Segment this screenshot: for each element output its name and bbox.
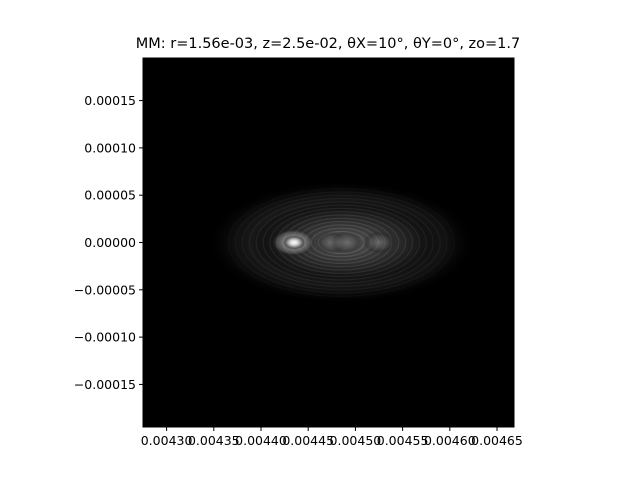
- x-tick-label: 0.00465: [471, 433, 523, 448]
- chart-title: MM: r=1.56e-03, z=2.5e-02, θX=10°, θY=0°…: [136, 36, 521, 52]
- peak-spot: [283, 235, 306, 250]
- x-tick-label: 0.00450: [330, 433, 382, 448]
- y-tick-label: −0.00015: [74, 377, 136, 392]
- y-tick-label: 0.00010: [84, 140, 136, 155]
- x-tick-label: 0.00445: [282, 433, 334, 448]
- x-tick-label: 0.00440: [235, 433, 287, 448]
- intensity-pattern: [206, 180, 477, 305]
- plot-area: [142, 57, 515, 428]
- x-axis: 0.004300.004350.004400.004450.004500.004…: [141, 427, 523, 448]
- x-tick-label: 0.00455: [377, 433, 429, 448]
- fringe-ring: [255, 201, 427, 284]
- x-tick-label: 0.00430: [141, 433, 193, 448]
- fringe-ring: [248, 197, 434, 288]
- fringe-ring: [241, 194, 441, 291]
- y-tick-label: −0.00005: [74, 282, 136, 297]
- intensity-node: [329, 231, 362, 254]
- y-tick-label: 0.00005: [84, 188, 136, 203]
- x-tick-label: 0.00435: [188, 433, 240, 448]
- fringe-ring: [262, 204, 421, 281]
- fringe-ring: [269, 207, 414, 278]
- x-tick-label: 0.00460: [424, 433, 476, 448]
- y-axis: 0.00015 0.00010 0.00005 0.00000 −0.00005 −0.0…: [74, 93, 143, 392]
- y-tick-label: −0.00010: [74, 330, 136, 345]
- intensity-node: [363, 231, 396, 254]
- y-tick-label: 0.00000: [84, 235, 136, 250]
- y-tick-label: 0.00015: [84, 93, 136, 108]
